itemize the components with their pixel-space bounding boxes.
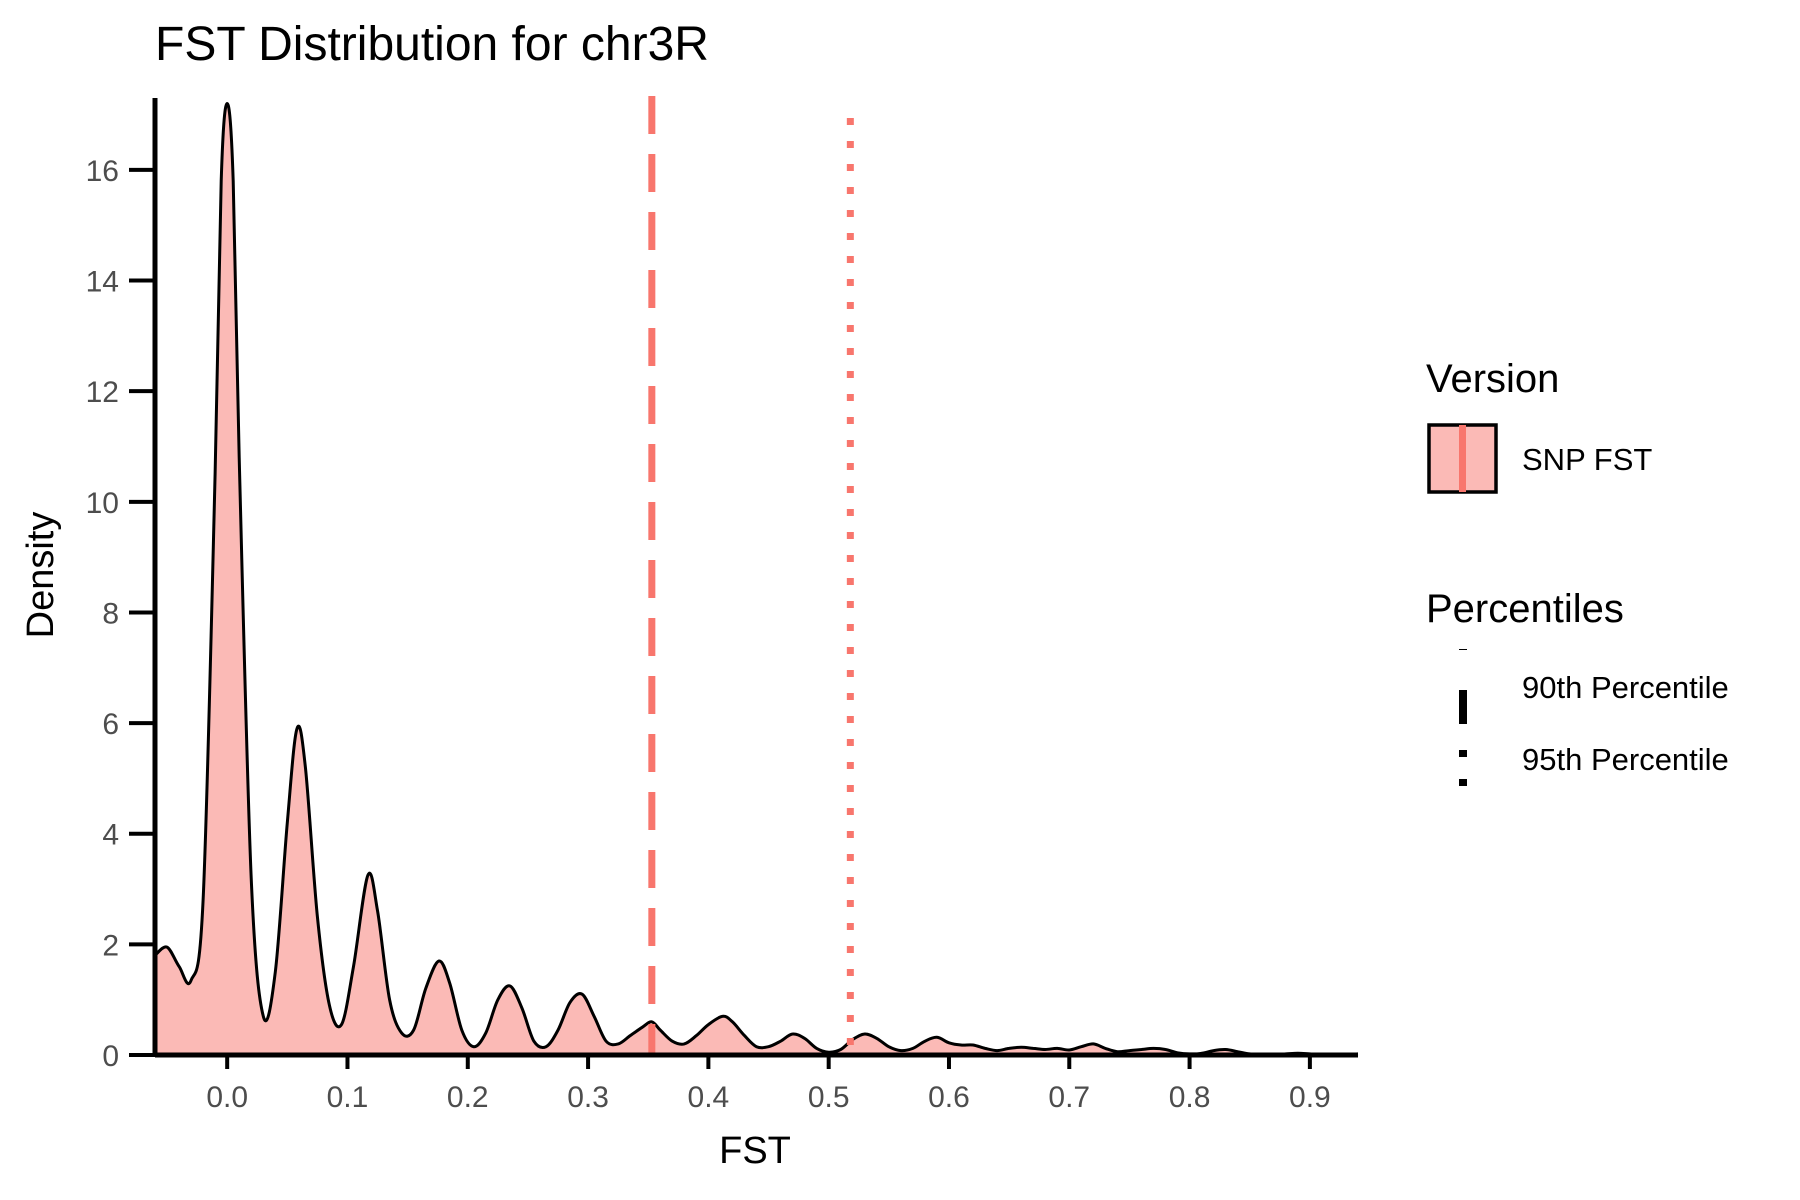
x-tick-label: 0.1 (327, 1081, 369, 1114)
y-tick-label: 16 (86, 155, 119, 188)
legend: Version SNP FST Percentiles 90th Percent… (1426, 357, 1729, 795)
x-tick-label: 0.6 (928, 1081, 970, 1114)
x-tick-label: 0.3 (567, 1081, 609, 1114)
legend-title-percentiles: Percentiles (1426, 587, 1624, 631)
x-tick-label: 0.9 (1289, 1081, 1331, 1114)
plot-area (154, 96, 1359, 1056)
x-axis-title: FST (719, 1130, 791, 1172)
legend-label-95th-percentile: 95th Percentile (1522, 742, 1729, 777)
chart-title: FST Distribution for chr3R (155, 18, 709, 71)
x-tick-label: 0.5 (808, 1081, 850, 1114)
y-tick-label: 10 (86, 487, 119, 520)
y-tick-label: 12 (86, 376, 119, 409)
legend-label-snp-fst: SNP FST (1522, 442, 1652, 477)
y-tick-label: 6 (102, 708, 119, 741)
y-axis: 0 2 4 6 8 10 12 14 16 (86, 98, 158, 1073)
y-tick-label: 2 (102, 929, 119, 962)
y-tick-label: 0 (102, 1040, 119, 1073)
y-axis-title: Density (20, 512, 62, 639)
x-tick-label: 0.0 (206, 1081, 248, 1114)
legend-title-version: Version (1426, 357, 1559, 401)
density-area-fill (155, 103, 1358, 1055)
legend-label-90th-percentile: 90th Percentile (1522, 670, 1729, 705)
x-tick-label: 0.7 (1048, 1081, 1090, 1114)
y-tick-label: 14 (86, 266, 119, 299)
y-tick-label: 4 (102, 819, 119, 852)
y-tick-label: 8 (102, 597, 119, 630)
x-tick-label: 0.2 (447, 1081, 489, 1114)
density-curve (154, 101, 1359, 1056)
x-tick-label: 0.8 (1169, 1081, 1211, 1114)
x-tick-label: 0.4 (688, 1081, 730, 1114)
x-axis: 0.0 0.1 0.2 0.3 0.4 0.5 0.6 0.7 0.8 0.9 (155, 1052, 1358, 1114)
